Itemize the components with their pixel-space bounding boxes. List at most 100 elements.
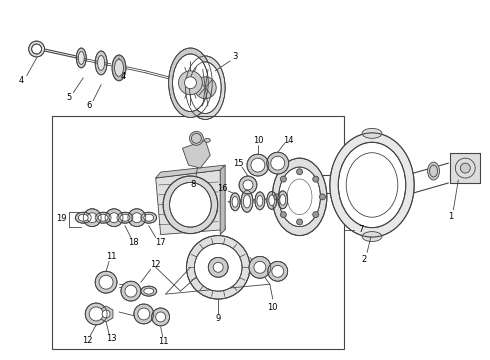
Ellipse shape bbox=[241, 190, 253, 212]
Circle shape bbox=[152, 308, 170, 326]
Ellipse shape bbox=[115, 59, 123, 76]
Ellipse shape bbox=[204, 138, 210, 142]
Circle shape bbox=[32, 44, 42, 54]
Circle shape bbox=[272, 265, 284, 277]
Circle shape bbox=[208, 257, 228, 277]
Circle shape bbox=[296, 169, 302, 175]
Polygon shape bbox=[99, 306, 113, 322]
Circle shape bbox=[280, 176, 287, 182]
Circle shape bbox=[195, 77, 216, 99]
Text: 3: 3 bbox=[232, 53, 238, 62]
Text: 6: 6 bbox=[87, 101, 92, 110]
Ellipse shape bbox=[78, 51, 84, 64]
Ellipse shape bbox=[163, 176, 218, 234]
Circle shape bbox=[271, 156, 285, 170]
Ellipse shape bbox=[255, 192, 265, 210]
Ellipse shape bbox=[244, 195, 250, 208]
Text: 2: 2 bbox=[362, 255, 367, 264]
Circle shape bbox=[274, 194, 280, 200]
Ellipse shape bbox=[190, 62, 221, 113]
Ellipse shape bbox=[112, 55, 126, 81]
Text: 4: 4 bbox=[19, 76, 24, 85]
Circle shape bbox=[156, 312, 166, 322]
Ellipse shape bbox=[338, 142, 406, 228]
Circle shape bbox=[213, 262, 223, 272]
Ellipse shape bbox=[172, 54, 208, 112]
Text: 14: 14 bbox=[283, 136, 294, 145]
Circle shape bbox=[313, 176, 318, 182]
Circle shape bbox=[83, 209, 101, 227]
Polygon shape bbox=[156, 170, 225, 235]
Text: 11: 11 bbox=[158, 337, 169, 346]
Text: 16: 16 bbox=[217, 184, 227, 193]
Text: 11: 11 bbox=[106, 252, 116, 261]
Ellipse shape bbox=[272, 158, 327, 235]
Circle shape bbox=[267, 152, 289, 174]
Ellipse shape bbox=[76, 48, 86, 68]
Ellipse shape bbox=[278, 191, 288, 209]
Text: 12: 12 bbox=[150, 260, 161, 269]
Ellipse shape bbox=[95, 212, 111, 223]
Circle shape bbox=[460, 163, 470, 173]
Ellipse shape bbox=[362, 129, 382, 138]
Circle shape bbox=[138, 308, 150, 320]
Circle shape bbox=[29, 41, 45, 57]
Ellipse shape bbox=[141, 212, 157, 223]
Circle shape bbox=[99, 275, 113, 289]
Ellipse shape bbox=[95, 51, 107, 75]
Circle shape bbox=[251, 158, 265, 172]
Polygon shape bbox=[182, 140, 210, 168]
Ellipse shape bbox=[280, 194, 286, 205]
Circle shape bbox=[249, 256, 271, 278]
Bar bbox=[450, 153, 480, 183]
Ellipse shape bbox=[144, 288, 154, 294]
Circle shape bbox=[95, 271, 117, 293]
Circle shape bbox=[132, 213, 142, 223]
Circle shape bbox=[125, 285, 137, 297]
Ellipse shape bbox=[170, 183, 211, 227]
Bar bbox=[51, 116, 344, 349]
Ellipse shape bbox=[428, 162, 440, 180]
Ellipse shape bbox=[279, 167, 320, 227]
Circle shape bbox=[87, 213, 97, 223]
Text: 13: 13 bbox=[106, 334, 116, 343]
Ellipse shape bbox=[141, 286, 157, 296]
Circle shape bbox=[109, 213, 119, 223]
Ellipse shape bbox=[169, 48, 212, 117]
Circle shape bbox=[102, 310, 110, 318]
Circle shape bbox=[254, 261, 266, 273]
Ellipse shape bbox=[120, 214, 130, 221]
Ellipse shape bbox=[232, 197, 238, 207]
Ellipse shape bbox=[257, 195, 263, 206]
Text: 1: 1 bbox=[448, 212, 453, 221]
Circle shape bbox=[187, 235, 250, 299]
Text: 12: 12 bbox=[82, 336, 93, 345]
Circle shape bbox=[105, 209, 123, 227]
Ellipse shape bbox=[269, 195, 275, 206]
Circle shape bbox=[319, 194, 325, 200]
Circle shape bbox=[280, 212, 287, 217]
Ellipse shape bbox=[117, 212, 133, 223]
Text: 17: 17 bbox=[155, 238, 166, 247]
Circle shape bbox=[134, 304, 154, 324]
Ellipse shape bbox=[78, 214, 88, 221]
Ellipse shape bbox=[98, 55, 104, 70]
Text: 5: 5 bbox=[67, 93, 72, 102]
Circle shape bbox=[85, 303, 107, 325]
Circle shape bbox=[195, 243, 242, 291]
Text: 19: 19 bbox=[56, 214, 67, 223]
Ellipse shape bbox=[362, 231, 382, 242]
Circle shape bbox=[121, 281, 141, 301]
Circle shape bbox=[89, 307, 103, 321]
Circle shape bbox=[184, 77, 196, 89]
Ellipse shape bbox=[98, 214, 108, 221]
Text: 9: 9 bbox=[216, 314, 221, 323]
Text: 10: 10 bbox=[268, 302, 278, 311]
Circle shape bbox=[313, 212, 318, 217]
Text: 7: 7 bbox=[358, 225, 364, 234]
Ellipse shape bbox=[267, 192, 277, 209]
Text: 4: 4 bbox=[121, 72, 125, 81]
Ellipse shape bbox=[75, 212, 91, 223]
Circle shape bbox=[178, 71, 202, 95]
Ellipse shape bbox=[230, 193, 240, 211]
